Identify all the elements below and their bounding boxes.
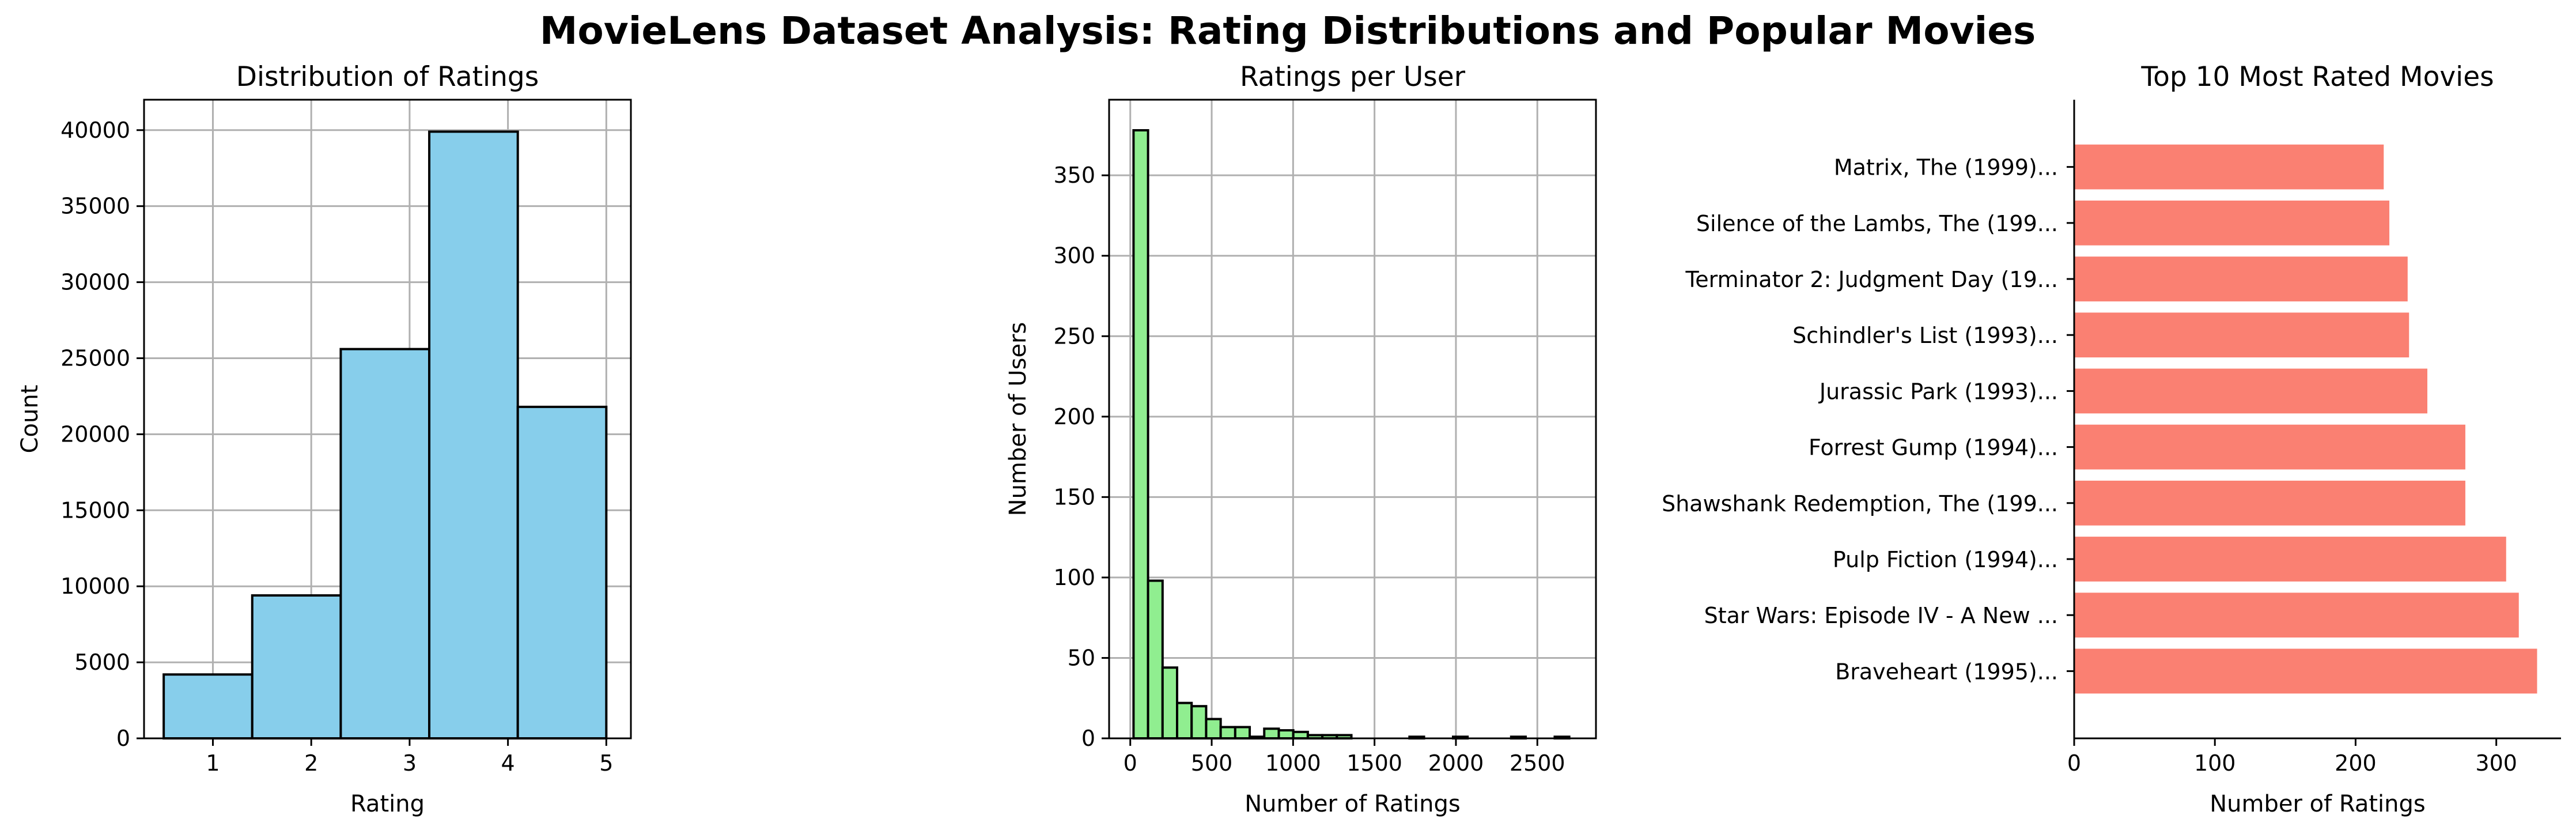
movie-bar	[2074, 144, 2384, 190]
movie-title-label: Jurassic Park (1993)...	[1818, 379, 2058, 404]
movie-bar	[2074, 256, 2408, 301]
movie-bar	[2074, 200, 2390, 246]
y-tick-label: 40000	[60, 118, 130, 143]
x-axis-label: Number of Ratings	[1245, 791, 1460, 817]
figure-suptitle: MovieLens Dataset Analysis: Rating Distr…	[540, 9, 2036, 53]
x-tick-label: 4	[501, 750, 515, 776]
movie-title-label: Schindler's List (1993)...	[1792, 323, 2058, 348]
x-tick-label: 0	[1124, 750, 1137, 776]
x-tick-label: 500	[1191, 750, 1233, 776]
histogram-bar	[162, 673, 254, 740]
y-tick-label: 5000	[74, 650, 130, 675]
movie-bar	[2074, 368, 2427, 414]
movie-bar	[2074, 593, 2519, 638]
ratings-per-user-panel: 0 500 1000 1500 2000 2500 0 50 100 150 200 250 300 35…	[1005, 61, 1597, 817]
histogram-bar	[428, 130, 519, 740]
y-tick-label: 250	[1053, 323, 1095, 349]
movie-title-label: Forrest Gump (1994)...	[1809, 435, 2058, 461]
movie-bar	[2074, 424, 2465, 470]
movie-bar	[2074, 480, 2465, 526]
x-tick-label: 2000	[1428, 750, 1484, 776]
histogram-bar	[1234, 726, 1251, 740]
x-tick-label: 1500	[1346, 750, 1402, 776]
plot-frame	[143, 99, 632, 740]
histogram-bar	[1292, 730, 1309, 740]
movie-title-label: Silence of the Lambs, The (199...	[1696, 211, 2058, 236]
histogram-bar	[1176, 701, 1193, 740]
y-tick-label: 35000	[60, 194, 130, 219]
x-tick-label: 200	[2335, 750, 2377, 776]
x-tick-label: 1	[206, 750, 220, 776]
y-tick-label: 15000	[60, 497, 130, 523]
x-tick-label: 100	[2194, 750, 2236, 776]
y-tick-label: 350	[1053, 163, 1095, 188]
y-tick-label: 20000	[60, 421, 130, 447]
movie-bar	[2074, 648, 2537, 694]
ratings-distribution-panel: 1 2 3 4 5 0 5000 10000 15000 20000 25000 30000 35000…	[17, 61, 632, 817]
x-tick-label: 2500	[1510, 750, 1565, 776]
movie-title-label: Shawshank Redemption, The (199...	[1662, 491, 2058, 516]
movie-title-label: Matrix, The (1999)...	[1834, 155, 2058, 180]
histogram-bar	[1190, 705, 1208, 740]
y-axis-label: Number of Users	[1005, 322, 1031, 516]
movie-title-label: Braveheart (1995)...	[1835, 659, 2058, 684]
movie-bar	[2074, 537, 2506, 582]
x-tick-label: 1000	[1265, 750, 1321, 776]
y-tick-label: 25000	[60, 345, 130, 371]
movie-title-label: Terminator 2: Judgment Day (19...	[1685, 267, 2058, 292]
histogram-bar	[1205, 718, 1222, 740]
movie-bar	[2074, 312, 2409, 358]
x-axis-label: Rating	[350, 791, 425, 817]
histogram-bar	[251, 594, 342, 740]
panel-title: Top 10 Most Rated Movies	[2140, 61, 2494, 93]
y-tick-label: 100	[1053, 565, 1095, 590]
histogram-bar	[516, 405, 608, 740]
histogram-bar	[1219, 726, 1236, 740]
y-tick-label: 0	[116, 726, 130, 751]
top-movies-panel: Braveheart (1995)... Star Wars: Episode I…	[1662, 61, 2561, 817]
histogram-bar	[1132, 129, 1149, 740]
x-axis-label: Number of Ratings	[2210, 791, 2425, 817]
panel-title: Distribution of Ratings	[236, 61, 539, 93]
x-tick-label: 2	[304, 750, 318, 776]
histogram-bar	[1161, 666, 1179, 740]
y-tick-label: 150	[1053, 484, 1095, 510]
histogram-bar	[339, 348, 431, 740]
x-tick-label: 0	[2067, 750, 2081, 776]
histogram-bar	[1277, 729, 1295, 740]
histogram-bar	[1263, 727, 1280, 740]
x-tick-label: 300	[2475, 750, 2517, 776]
x-tick-label: 5	[599, 750, 613, 776]
y-tick-label: 10000	[60, 574, 130, 599]
y-axis-label: Count	[17, 385, 43, 454]
y-tick-label: 30000	[60, 270, 130, 295]
histogram-bar	[1147, 579, 1164, 740]
x-tick-label: 3	[403, 750, 417, 776]
panel-title: Ratings per User	[1240, 61, 1466, 93]
y-tick-label: 300	[1053, 243, 1095, 269]
y-tick-label: 200	[1053, 404, 1095, 429]
y-tick-label: 0	[1081, 726, 1095, 751]
plot-frame	[1108, 99, 1597, 740]
movie-title-label: Pulp Fiction (1994)...	[1833, 547, 2058, 572]
movie-title-label: Star Wars: Episode IV - A New ...	[1704, 603, 2058, 628]
y-tick-label: 50	[1068, 645, 1095, 670]
